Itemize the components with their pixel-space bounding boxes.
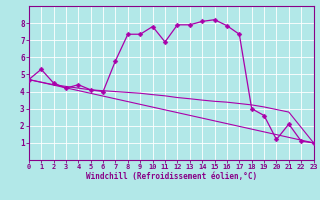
X-axis label: Windchill (Refroidissement éolien,°C): Windchill (Refroidissement éolien,°C) — [86, 172, 257, 181]
